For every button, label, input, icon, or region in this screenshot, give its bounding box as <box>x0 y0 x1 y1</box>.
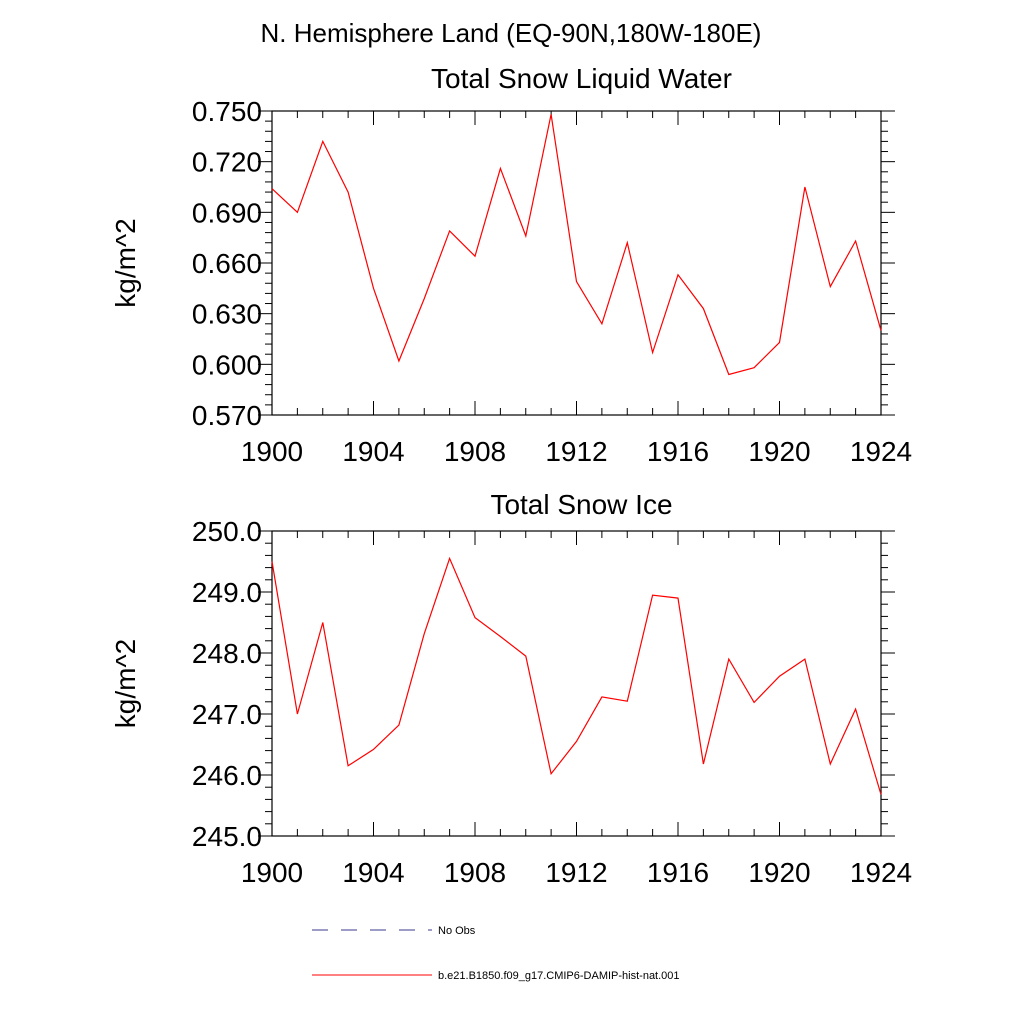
y-tick-label: 246.0 <box>192 760 262 791</box>
x-tick-label: 1924 <box>850 436 912 467</box>
x-tick-label: 1900 <box>241 436 303 467</box>
x-tick-label: 1912 <box>545 857 607 888</box>
y-tick-label: 0.720 <box>192 147 262 178</box>
y-tick-label: 0.750 <box>192 96 262 127</box>
x-tick-label: 1916 <box>647 436 709 467</box>
chart-title: Total Snow Ice <box>490 489 672 520</box>
plot-frame <box>271 530 882 837</box>
y-axis-label: kg/m^2 <box>110 639 141 728</box>
legend: No Obs b.e21.B1850.f09_g17.CMIP6-DAMIP-hi… <box>312 925 680 982</box>
x-tick-label: 1904 <box>342 857 404 888</box>
chart-title: Total Snow Liquid Water <box>431 63 732 94</box>
chart-panel: Total Snow Liquid Water kg/m^2 1900 1904 190… <box>110 63 912 467</box>
y-tick-label: 0.600 <box>192 349 262 380</box>
plot-frame <box>271 110 882 416</box>
chart-panel: Total Snow Ice kg/m^2 1900 1904 1908 1912 1916… <box>110 489 912 888</box>
x-tick-label: 1900 <box>241 857 303 888</box>
y-axis-label: kg/m^2 <box>110 218 141 307</box>
x-tick-label: 1920 <box>748 436 810 467</box>
x-tick-label: 1904 <box>342 436 404 467</box>
y-tick-label: 0.630 <box>192 299 262 330</box>
x-tick-label: 1920 <box>748 857 810 888</box>
figure-title: N. Hemisphere Land (EQ-90N,180W-180E) <box>261 18 762 48</box>
y-tick-label: 0.570 <box>192 400 262 431</box>
x-tick-label: 1924 <box>850 857 912 888</box>
y-tick-label: 0.690 <box>192 197 262 228</box>
legend-label: No Obs <box>438 925 476 937</box>
y-tick-label: 247.0 <box>192 699 262 730</box>
y-tick-label: 248.0 <box>192 638 262 669</box>
y-tick-label: 249.0 <box>192 577 262 608</box>
y-tick-label: 250.0 <box>192 516 262 547</box>
x-tick-label: 1908 <box>444 857 506 888</box>
legend-label: b.e21.B1850.f09_g17.CMIP6-DAMIP-hist-nat… <box>438 970 680 982</box>
series-line <box>271 556 882 795</box>
y-tick-label: 245.0 <box>192 821 262 852</box>
x-tick-label: 1908 <box>444 436 506 467</box>
series-line <box>271 114 882 376</box>
x-tick-label: 1916 <box>647 857 709 888</box>
y-tick-label: 0.660 <box>192 248 262 279</box>
x-tick-label: 1912 <box>545 436 607 467</box>
